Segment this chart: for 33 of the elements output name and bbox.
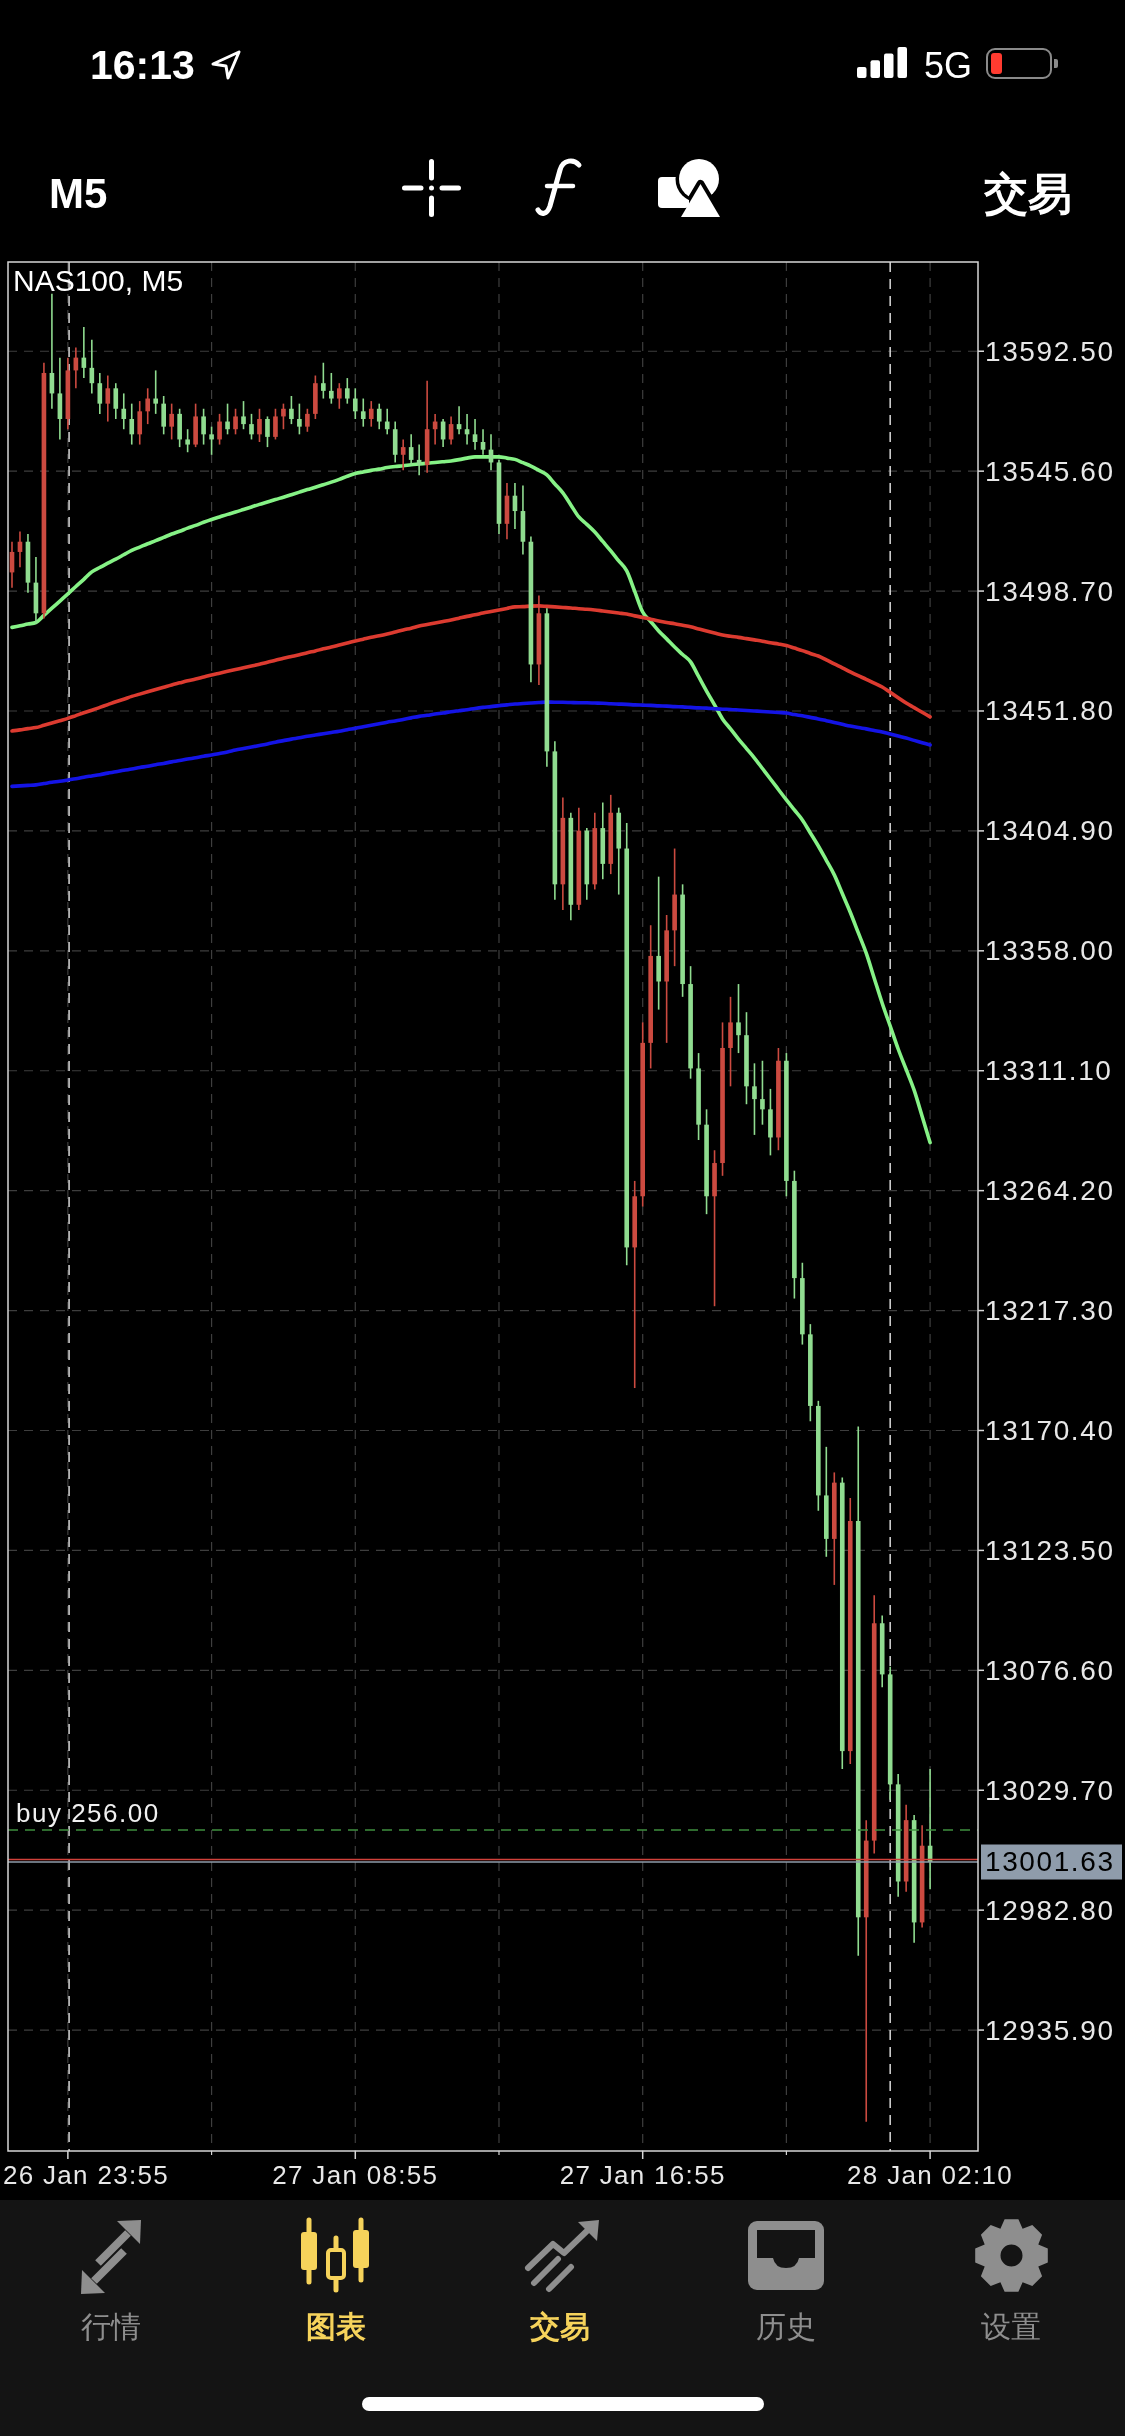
y-tick-label: 13123.50 — [985, 1534, 1115, 1566]
y-tick-label: 13217.30 — [985, 1295, 1115, 1327]
line-series — [10, 700, 932, 789]
y-tick-label: 13451.80 — [985, 695, 1115, 727]
y-tick-label: 13170.40 — [985, 1414, 1115, 1446]
text: 16:13 — [90, 42, 195, 88]
y-tick-label: 13264.20 — [985, 1175, 1115, 1207]
text: 交易 — [529, 2310, 590, 2343]
chart-title: NAS100, M5 — [13, 264, 184, 297]
x-tick-label: 27 Jan 08:55 — [272, 2160, 439, 2190]
x-tick-label: 28 Jan 02:10 — [847, 2160, 1014, 2190]
x-tick-label: 27 Jan 16:55 — [559, 2160, 726, 2190]
y-tick-label: 13592.50 — [985, 335, 1115, 367]
y-tick-label: 12935.90 — [985, 2014, 1115, 2046]
y-tick-label: 12982.80 — [985, 1894, 1115, 1926]
ref-line-label: buy 256.00 — [16, 1798, 160, 1829]
y-tick-label: 13404.90 — [985, 815, 1115, 847]
y-tick-label: 13311.10 — [985, 1055, 1113, 1087]
text: 历史 — [756, 2310, 816, 2343]
text: M5 — [49, 170, 108, 217]
y-tick-label: 13076.60 — [985, 1654, 1115, 1686]
text: 5G — [924, 45, 973, 86]
ref-line-label: 13001.63 — [985, 1846, 1115, 1878]
x-tick-label: 26 Jan 23:55 — [3, 2160, 169, 2190]
text: 图表 — [306, 2310, 366, 2343]
text: 交易 — [983, 169, 1072, 218]
text: 设置 — [981, 2310, 1041, 2343]
y-tick-label: 13029.70 — [985, 1774, 1115, 1806]
y-tick-label: 13498.70 — [985, 575, 1115, 607]
y-tick-label: 13358.00 — [985, 935, 1115, 967]
y-tick-label: 13545.60 — [985, 455, 1115, 487]
line-series — [10, 604, 932, 733]
text: 行情 — [81, 2310, 141, 2343]
